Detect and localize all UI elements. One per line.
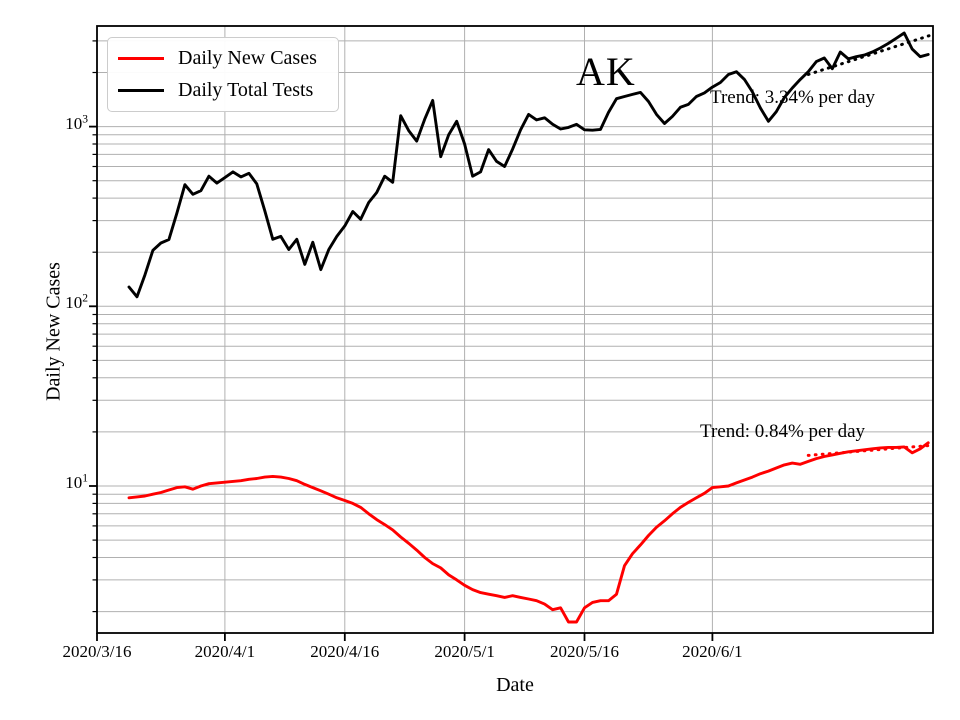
y-tick-label: 103	[65, 111, 88, 133]
x-tick-label: 2020/3/16	[62, 642, 132, 661]
x-tick-label: 2020/4/1	[194, 642, 256, 661]
x-tick-label: 2020/4/16	[310, 642, 380, 661]
trendline-daily-total-tests-trend	[806, 33, 934, 76]
chart-title: AK	[576, 49, 636, 94]
axes-spines	[96, 25, 934, 634]
legend-item-daily-new-cases: Daily New Cases	[118, 47, 326, 70]
x-axis-label: Date	[496, 674, 534, 696]
red-line-sample	[118, 57, 164, 60]
series-daily-total-tests	[127, 31, 930, 299]
y-tick-label: 102	[65, 291, 88, 313]
x-tick-label: 2020/5/1	[434, 642, 495, 661]
black-line-sample	[118, 89, 164, 92]
legend-item-daily-total-tests: Daily Total Tests	[118, 79, 326, 102]
tests-trend-annotation: Trend: 3.34% per day	[710, 87, 875, 108]
trendline-daily-new-cases-trend	[806, 443, 934, 457]
legend: Daily New Cases Daily Total Tests	[107, 37, 339, 112]
x-tick-label: 2020/5/16	[550, 642, 620, 661]
cases-trend-annotation: Trend: 0.84% per day	[700, 421, 865, 442]
legend-label: Daily New Cases	[178, 47, 317, 69]
legend-label: Daily Total Tests	[178, 79, 314, 101]
y-tick-label: 101	[65, 471, 88, 492]
x-tick-label: 2020/6/1	[682, 642, 743, 661]
series-daily-new-cases	[127, 441, 930, 624]
y-axis-label: Daily New Cases	[42, 262, 65, 401]
